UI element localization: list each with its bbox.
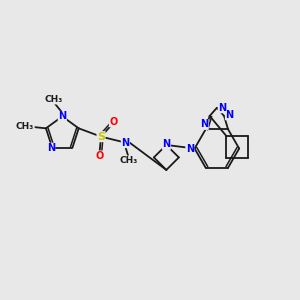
Text: CH₃: CH₃ [45, 95, 63, 104]
Text: N: N [218, 103, 226, 113]
Text: CH₃: CH₃ [119, 156, 137, 165]
Text: N: N [162, 140, 170, 149]
Text: N: N [121, 138, 129, 148]
Text: N: N [225, 110, 233, 120]
Text: N: N [200, 119, 208, 130]
Text: N: N [58, 111, 66, 122]
Text: O: O [110, 117, 118, 127]
Text: N: N [186, 143, 194, 154]
Text: CH₃: CH₃ [16, 122, 34, 131]
Text: N: N [46, 143, 55, 153]
Text: O: O [95, 151, 104, 161]
Text: S: S [97, 132, 105, 142]
